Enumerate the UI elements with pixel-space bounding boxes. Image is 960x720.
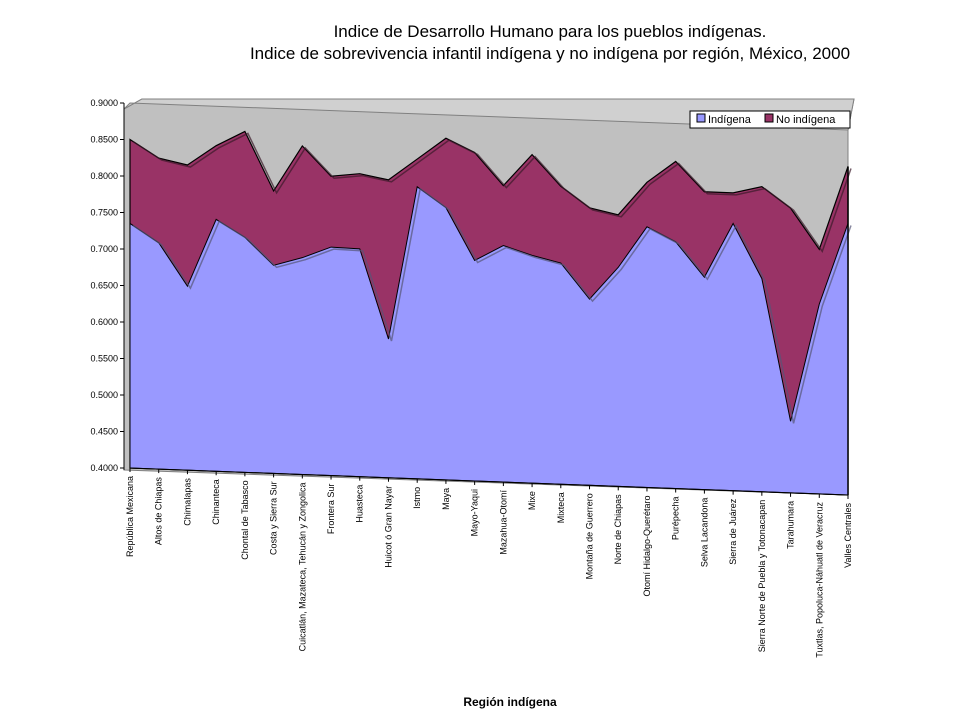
x-tick-label: Valles Centrales	[843, 503, 853, 568]
x-tick-label: Mixteca	[556, 492, 566, 523]
x-axis: República Mexicana Altos de Chiapas Chimal…	[125, 467, 853, 658]
x-axis-line	[129, 467, 849, 496]
chart-title-line1: Indice de Desarrollo Humano para los pue…	[333, 22, 767, 41]
x-tick-label: Mixe	[527, 491, 537, 510]
x-tick-label: Costa y Sierra Sur	[269, 481, 279, 555]
x-tick-label: Chontal de Tabasco	[240, 480, 250, 559]
series-edge-no-indigena	[132, 132, 852, 254]
legend-swatch-indigena	[696, 113, 706, 123]
series-edge-indigena	[132, 187, 852, 424]
x-axis-label: Región indígena	[463, 695, 557, 709]
x-tick-label: Montaña de Guerrero	[585, 493, 595, 579]
x-tick-label: República Mexicana	[125, 476, 135, 557]
x-tick-label: Otomí Hidalgo-Querétaro	[642, 495, 652, 596]
x-tick-label: Mayo-Yaqui	[470, 489, 480, 536]
x-tick-label: Tuxtlas, Popoluca-Náhuatl de Veracruz	[814, 501, 824, 657]
x-tick-label: Istmo	[412, 487, 422, 509]
y-tick-label: 0.5000	[90, 390, 118, 400]
y-axis: 0.4000 0.4500 0.5000 0.5500 0.6000 0.6500 0.70…	[90, 98, 125, 473]
y-tick-label: 0.8000	[90, 171, 118, 181]
x-tick-label: Chinanteca	[211, 479, 221, 525]
legend-label-no-indigena: No indígena	[776, 114, 836, 126]
x-tick-label: Altos de Chiapas	[154, 477, 164, 546]
x-tick-label: Tarahumara	[786, 501, 796, 549]
chart-legend: Indígena No indígena	[689, 110, 851, 129]
x-tick-label: Frontera Sur	[326, 484, 336, 535]
y-tick-label: 0.7000	[90, 244, 118, 254]
x-tick-label: Huicot ó Gran Nayar	[383, 486, 393, 568]
x-tick-label: Huasteca	[355, 485, 365, 523]
y-tick-label: 0.6000	[90, 317, 118, 327]
x-tick-label: Cuicatlán, Mazateca, Tehucán y Zongolica	[297, 482, 307, 651]
x-tick-label: Maya	[441, 488, 451, 510]
legend-swatch-no-indigena	[764, 113, 774, 123]
y-tick-label: 0.5500	[90, 354, 118, 364]
y-tick-label: 0.8500	[90, 135, 118, 145]
wall-top	[123, 98, 855, 131]
y-tick-label: 0.6500	[90, 281, 118, 291]
y-tick-label: 0.7500	[90, 208, 118, 218]
x-tick-label: Sierra de Juárez	[728, 498, 738, 565]
x-tick-label: Mazahua-Otomí	[498, 490, 508, 555]
x-tick-label: Sierra Norte de Puebla y Totonacapan	[757, 500, 767, 652]
x-tick-label: Purépecha	[671, 497, 681, 541]
legend-label-indigena: Indígena	[708, 114, 752, 126]
y-tick-label: 0.9000	[90, 98, 118, 108]
x-tick-label: Norte de Chiapas	[613, 494, 623, 565]
chart-title-line2: Indice de sobrevivencia infantil indígen…	[249, 44, 851, 63]
x-tick-label: Chimalapas	[182, 478, 192, 526]
y-tick-label: 0.4000	[90, 463, 118, 473]
y-tick-label: 0.4500	[90, 427, 118, 437]
x-tick-label: Selva Lacandona	[699, 498, 709, 568]
